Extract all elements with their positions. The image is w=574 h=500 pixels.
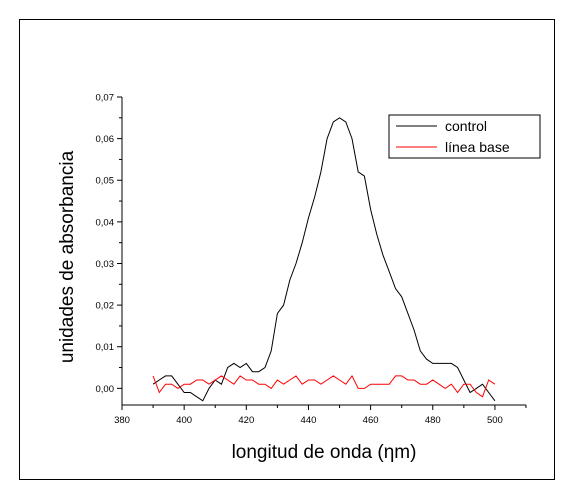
x-tick-label: 480 <box>425 415 441 426</box>
x-tick-label: 420 <box>238 415 254 426</box>
y-tick-label: 0,02 <box>96 301 115 312</box>
x-tick-label: 380 <box>114 415 130 426</box>
y-axis-title: unidades de absorbancia <box>57 150 78 363</box>
legend-label-control: control <box>445 118 487 134</box>
x-tick-label: 400 <box>176 415 192 426</box>
y-tick-label: 0,00 <box>96 384 115 395</box>
y-tick-label: 0,05 <box>96 176 115 187</box>
legend-label-linea-base: línea base <box>445 139 510 155</box>
legend-box <box>388 114 541 159</box>
y-tick-label: 0,06 <box>96 134 115 145</box>
x-tick-label: 440 <box>301 415 317 426</box>
chart-frame <box>19 19 555 480</box>
series-line-control <box>152 117 496 402</box>
x-axis-title: longitud de onda (ηm) <box>232 442 417 463</box>
legend: control línea base <box>388 114 541 159</box>
series-layer <box>152 117 496 402</box>
y-tick-label: 0,03 <box>96 259 115 270</box>
y-tick-label: 0,07 <box>96 93 115 104</box>
y-tick-label: 0,04 <box>96 217 115 228</box>
y-tick-label: 0,01 <box>96 342 115 353</box>
x-tick-label: 500 <box>487 415 503 426</box>
axes-layer: 380 400 420 440 460 480 500 0,00 0,01 0,02 0,03 0,0… <box>96 93 527 426</box>
series-line-línea-base <box>152 374 496 398</box>
x-tick-label: 460 <box>363 415 379 426</box>
